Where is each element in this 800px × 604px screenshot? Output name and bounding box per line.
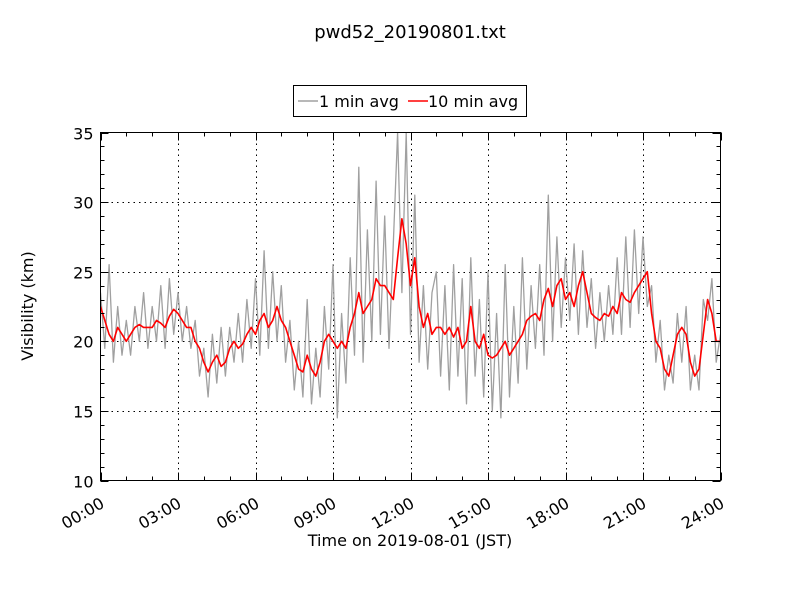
y-tick-label: 20 xyxy=(73,333,93,352)
y-tick-labels: 10 15 20 25 30 35 xyxy=(73,125,93,492)
y-tick-label: 35 xyxy=(73,125,93,144)
y-tick-label: 30 xyxy=(73,194,93,213)
series-lines xyxy=(100,132,721,419)
y-tick-label: 15 xyxy=(73,403,93,422)
legend-label-10min: 10 min avg xyxy=(428,92,518,111)
x-tick-label: 06:00 xyxy=(213,494,262,534)
x-tick-label: 18:00 xyxy=(523,494,572,534)
legend-label-1min: 1 min avg xyxy=(319,92,399,111)
chart-title: pwd52_20190801.txt xyxy=(314,22,506,43)
plot-frame xyxy=(100,132,721,481)
x-tick-label: 03:00 xyxy=(135,494,184,534)
x-tick-label: 12:00 xyxy=(368,494,417,534)
y-axis-label: Visibility (km) xyxy=(18,251,37,360)
series-line-1min-avg xyxy=(100,132,721,419)
x-tick-label: 24:00 xyxy=(678,494,727,534)
y-tick-label: 10 xyxy=(73,473,93,492)
x-axis-label: Time on 2019-08-01 (JST) xyxy=(307,531,512,550)
legend: 1 min avg 10 min avg xyxy=(293,85,527,117)
x-tick-label: 15:00 xyxy=(445,494,494,534)
x-tick-labels: 00:00 03:00 06:00 09:00 12:00 15:00 18:00 21:00… xyxy=(58,494,727,534)
x-tick-label: 09:00 xyxy=(290,494,339,534)
y-tick-label: 25 xyxy=(73,264,93,283)
x-tick-label: 00:00 xyxy=(58,494,107,534)
series-line-10min-avg xyxy=(100,218,721,377)
x-tick-label: 21:00 xyxy=(600,494,649,534)
axis-ticks xyxy=(100,132,722,482)
